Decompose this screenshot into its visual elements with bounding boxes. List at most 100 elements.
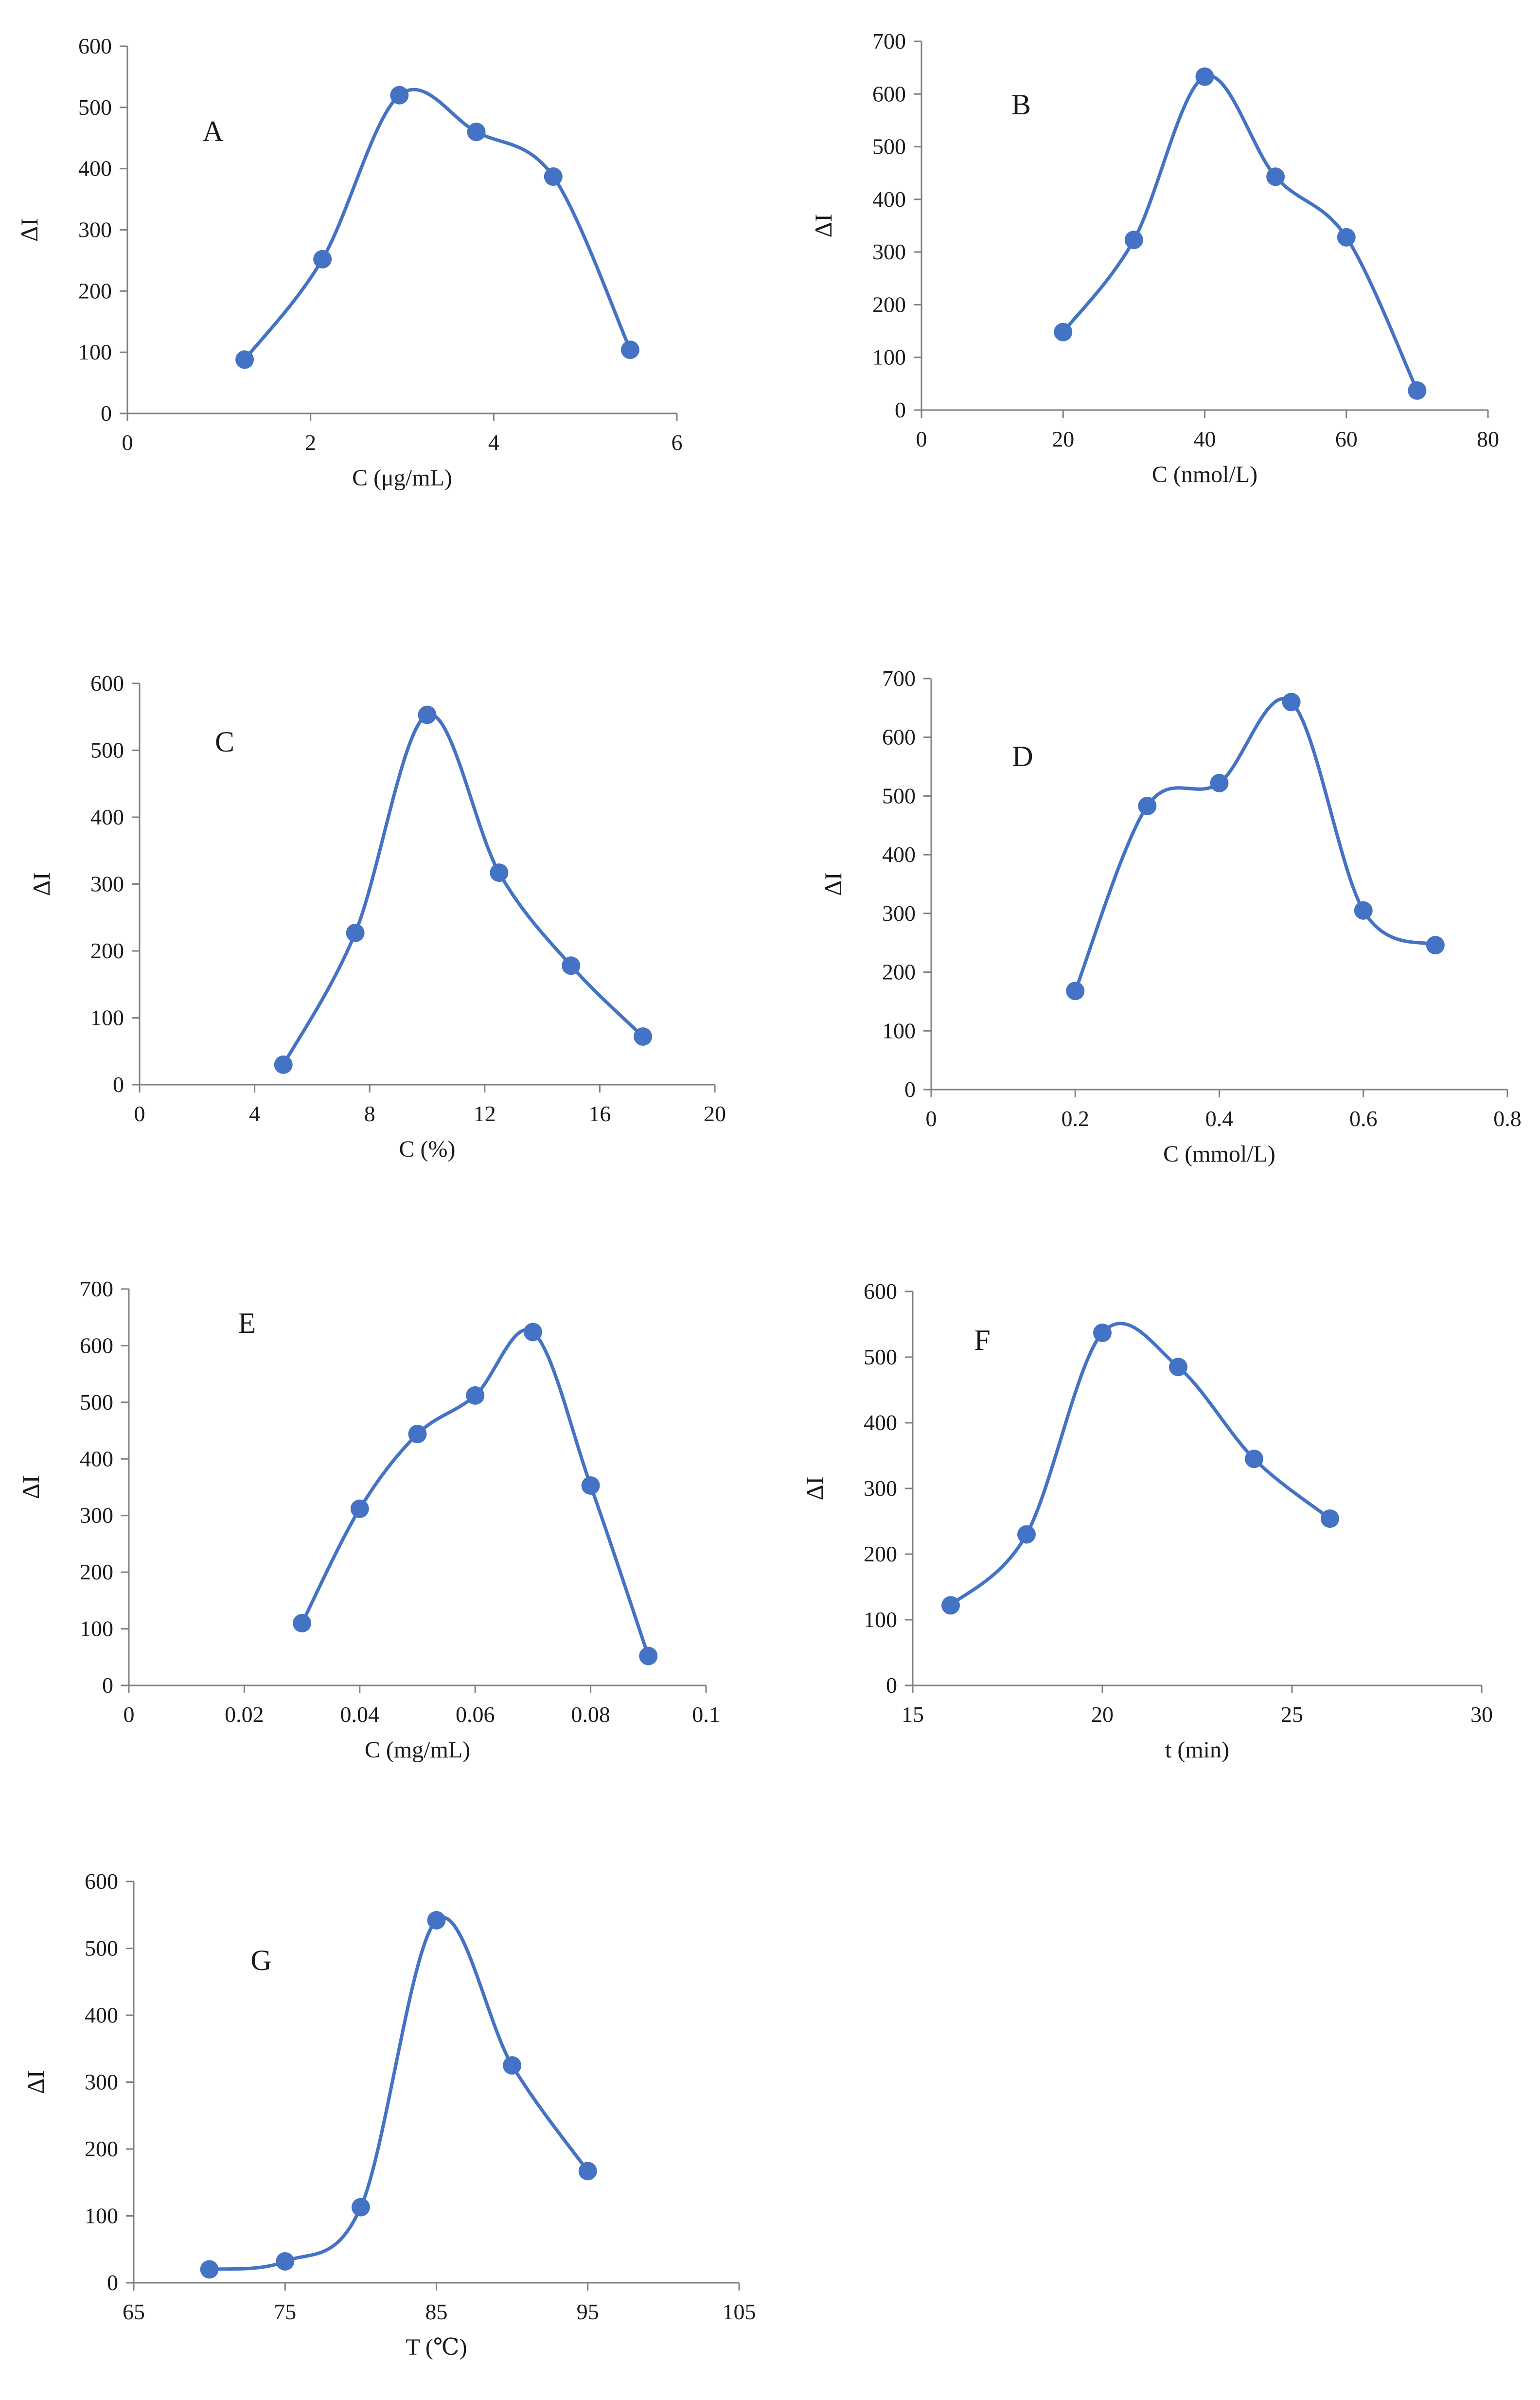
data-point <box>639 1647 658 1666</box>
chart-panel-c: 0 100 200 300 400 500 600 0 4 8 12 16 20 C (%) ΔI C <box>28 671 726 1162</box>
panel-label: B <box>1011 89 1031 121</box>
x-tick-label: 25 <box>1281 1702 1303 1727</box>
y-tick-label: 200 <box>90 938 124 963</box>
x-axis-label: T (℃) <box>406 2334 467 2360</box>
y-tick-label: 300 <box>872 239 906 264</box>
data-point <box>1093 1324 1112 1343</box>
y-tick-label: 0 <box>107 2270 118 2295</box>
y-tick-label: 300 <box>864 1476 897 1501</box>
data-point <box>466 1386 485 1405</box>
chart-panel-e: 0 100 200 300 400 500 600 700 0 0.02 0.04 0.06 0.08 0… <box>17 1276 720 1763</box>
x-tick-label: 0 <box>916 427 927 451</box>
y-axis-label: ΔI <box>16 218 43 242</box>
data-point <box>235 350 254 369</box>
y-tick-label: 300 <box>78 217 112 242</box>
data-point <box>1426 936 1445 955</box>
x-tick-label: 95 <box>577 2299 599 2324</box>
y-tick-label: 600 <box>872 81 906 106</box>
data-point <box>346 923 365 942</box>
chart-panel-a: 0 100 200 300 400 500 600 0 2 4 6 C (μg/mL) ΔI A <box>16 34 683 491</box>
data-point <box>351 2198 370 2217</box>
x-tick-label: 0.2 <box>1062 1106 1090 1131</box>
data-point <box>544 167 563 186</box>
y-tick-label: 400 <box>85 2003 118 2027</box>
data-point <box>274 1055 293 1074</box>
y-tick-label: 600 <box>90 671 124 696</box>
x-axis-label: C (mmol/L) <box>1163 1141 1275 1167</box>
data-point <box>634 1027 653 1046</box>
x-tick-label: 0.6 <box>1349 1106 1378 1131</box>
chart-panel-d: 0 100 200 300 400 500 600 700 0 0.2 0.4 0.6 0.8 C (mm… <box>819 666 1522 1167</box>
data-point <box>1408 381 1427 400</box>
y-tick-label: 500 <box>864 1344 897 1369</box>
y-tick-label: 700 <box>882 666 916 691</box>
y-tick-label: 500 <box>78 95 112 120</box>
panel-label: C <box>215 726 234 758</box>
y-tick-label: 500 <box>872 134 906 159</box>
x-tick-label: 0.8 <box>1493 1106 1522 1131</box>
data-point <box>418 705 437 724</box>
data-point <box>1138 796 1157 815</box>
y-tick-label: 400 <box>90 805 124 829</box>
data-point <box>1195 67 1214 86</box>
y-tick-label: 0 <box>113 1072 124 1097</box>
x-axis-label: C (%) <box>399 1136 456 1162</box>
y-tick-label: 400 <box>882 842 916 867</box>
x-tick-label: 105 <box>723 2299 756 2324</box>
x-tick-label: 0.4 <box>1205 1106 1234 1131</box>
data-point <box>1337 228 1356 247</box>
y-tick-label: 300 <box>90 872 124 896</box>
y-tick-label: 200 <box>882 960 916 985</box>
x-tick-label: 0.1 <box>692 1702 720 1727</box>
y-tick-label: 700 <box>872 29 906 54</box>
x-tick-label: 4 <box>488 430 499 455</box>
x-tick-label: 40 <box>1194 427 1216 451</box>
x-tick-label: 20 <box>1091 1702 1114 1727</box>
data-point <box>1124 231 1143 250</box>
y-tick-label: 100 <box>80 1616 113 1641</box>
data-point <box>313 250 332 269</box>
y-tick-label: 400 <box>864 1410 897 1435</box>
data-point <box>408 1425 427 1444</box>
data-point <box>1321 1509 1339 1528</box>
y-axis-label: ΔI <box>819 872 847 896</box>
y-tick-label: 300 <box>80 1503 113 1528</box>
x-tick-label: 8 <box>364 1101 375 1126</box>
x-tick-label: 0.02 <box>225 1702 264 1727</box>
data-point <box>490 863 509 882</box>
x-tick-label: 60 <box>1335 427 1358 451</box>
y-tick-label: 200 <box>80 1559 113 1584</box>
y-tick-label: 600 <box>80 1333 113 1358</box>
series-line <box>243 88 632 361</box>
data-point <box>620 340 639 359</box>
y-tick-label: 100 <box>882 1018 916 1043</box>
panel-label: E <box>238 1307 256 1339</box>
panel-label: A <box>202 115 223 147</box>
x-tick-label: 6 <box>672 430 683 455</box>
data-point <box>467 123 486 142</box>
data-point <box>578 2162 597 2181</box>
chart-panel-f: 0 100 200 300 400 500 600 15 20 25 30 t (min) ΔI F <box>801 1279 1493 1763</box>
x-tick-label: 4 <box>249 1101 260 1126</box>
data-point <box>1054 322 1073 341</box>
y-tick-label: 600 <box>882 725 916 750</box>
data-point <box>1017 1525 1036 1544</box>
x-tick-label: 75 <box>274 2299 296 2324</box>
x-tick-label: 0 <box>124 1702 135 1727</box>
y-axis-label: ΔI <box>801 1477 828 1501</box>
data-point <box>941 1596 960 1615</box>
data-point <box>523 1323 542 1342</box>
y-tick-label: 100 <box>78 340 112 364</box>
x-tick-label: 20 <box>1052 427 1074 451</box>
y-tick-label: 500 <box>85 1936 118 1961</box>
y-axis-label: ΔI <box>28 872 55 896</box>
data-point <box>503 2056 522 2075</box>
data-point <box>1169 1358 1187 1377</box>
data-point <box>1210 773 1229 792</box>
x-axis-label: C (μg/mL) <box>352 465 452 491</box>
y-tick-label: 400 <box>80 1446 113 1471</box>
data-point <box>1266 167 1285 186</box>
y-tick-label: 0 <box>895 397 906 422</box>
panel-label: F <box>974 1324 990 1356</box>
y-tick-label: 500 <box>80 1390 113 1415</box>
